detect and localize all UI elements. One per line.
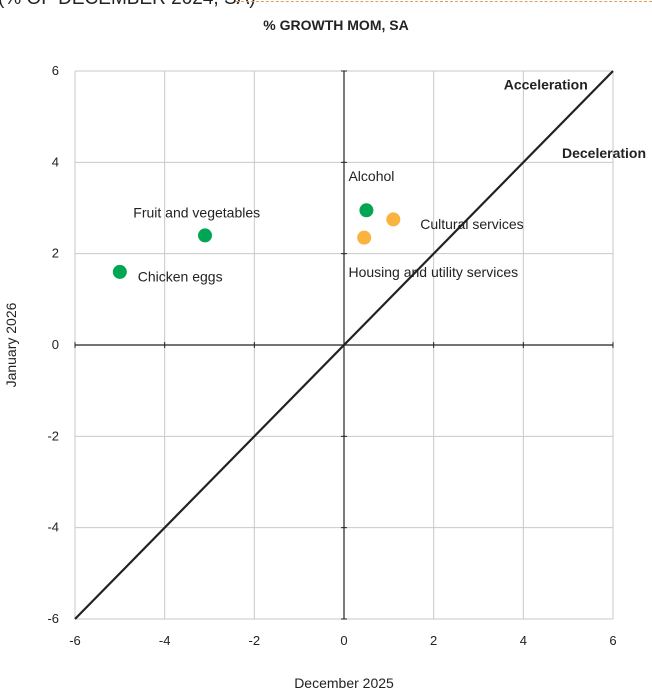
x-tick-label: -4 bbox=[159, 633, 171, 648]
x-tick-label: 2 bbox=[430, 633, 437, 648]
x-tick-label: 6 bbox=[609, 633, 616, 648]
x-tick-label: 0 bbox=[340, 633, 347, 648]
tick-labels: -6 -4 -2 0 2 4 6 -6 -4 -2 0 2 4 6 bbox=[47, 63, 616, 648]
region-labels: Acceleration Deceleration bbox=[504, 76, 646, 160]
y-tick-label: 2 bbox=[52, 246, 59, 261]
diagonal-line bbox=[74, 70, 614, 620]
data-point bbox=[359, 203, 374, 218]
data-point bbox=[386, 212, 401, 227]
y-tick-label: -6 bbox=[47, 611, 59, 626]
x-axis-label: December 2025 bbox=[294, 675, 394, 691]
data-point-label: Housing and utility services bbox=[348, 264, 518, 280]
data-point bbox=[112, 264, 127, 279]
region-label: Acceleration bbox=[504, 76, 588, 92]
chart-title: % GROWTH MOM, SA bbox=[263, 17, 408, 33]
y-tick-label: 0 bbox=[52, 337, 59, 352]
y-tick-label: -2 bbox=[47, 428, 59, 443]
data-point bbox=[198, 228, 213, 243]
data-point-label: Alcohol bbox=[348, 168, 394, 184]
data-point-label: Cultural services bbox=[420, 216, 523, 232]
y-axis-label: January 2026 bbox=[3, 302, 19, 387]
data-points: Chicken eggs Fruit and vegetables Alcohol C… bbox=[112, 168, 524, 285]
x-tick-label: -6 bbox=[69, 633, 81, 648]
y-tick-label: 4 bbox=[52, 154, 59, 169]
x-tick-label: 4 bbox=[520, 633, 527, 648]
header-rule bbox=[236, 1, 652, 2]
data-point-label: Chicken eggs bbox=[138, 269, 223, 285]
y-tick-label: 6 bbox=[52, 63, 59, 78]
axes bbox=[74, 70, 614, 620]
y-tick-label: -4 bbox=[47, 520, 59, 535]
region-label: Deceleration bbox=[562, 145, 646, 161]
data-point-label: Fruit and vegetables bbox=[133, 205, 260, 221]
data-point bbox=[357, 230, 372, 245]
x-tick-label: -2 bbox=[249, 633, 261, 648]
